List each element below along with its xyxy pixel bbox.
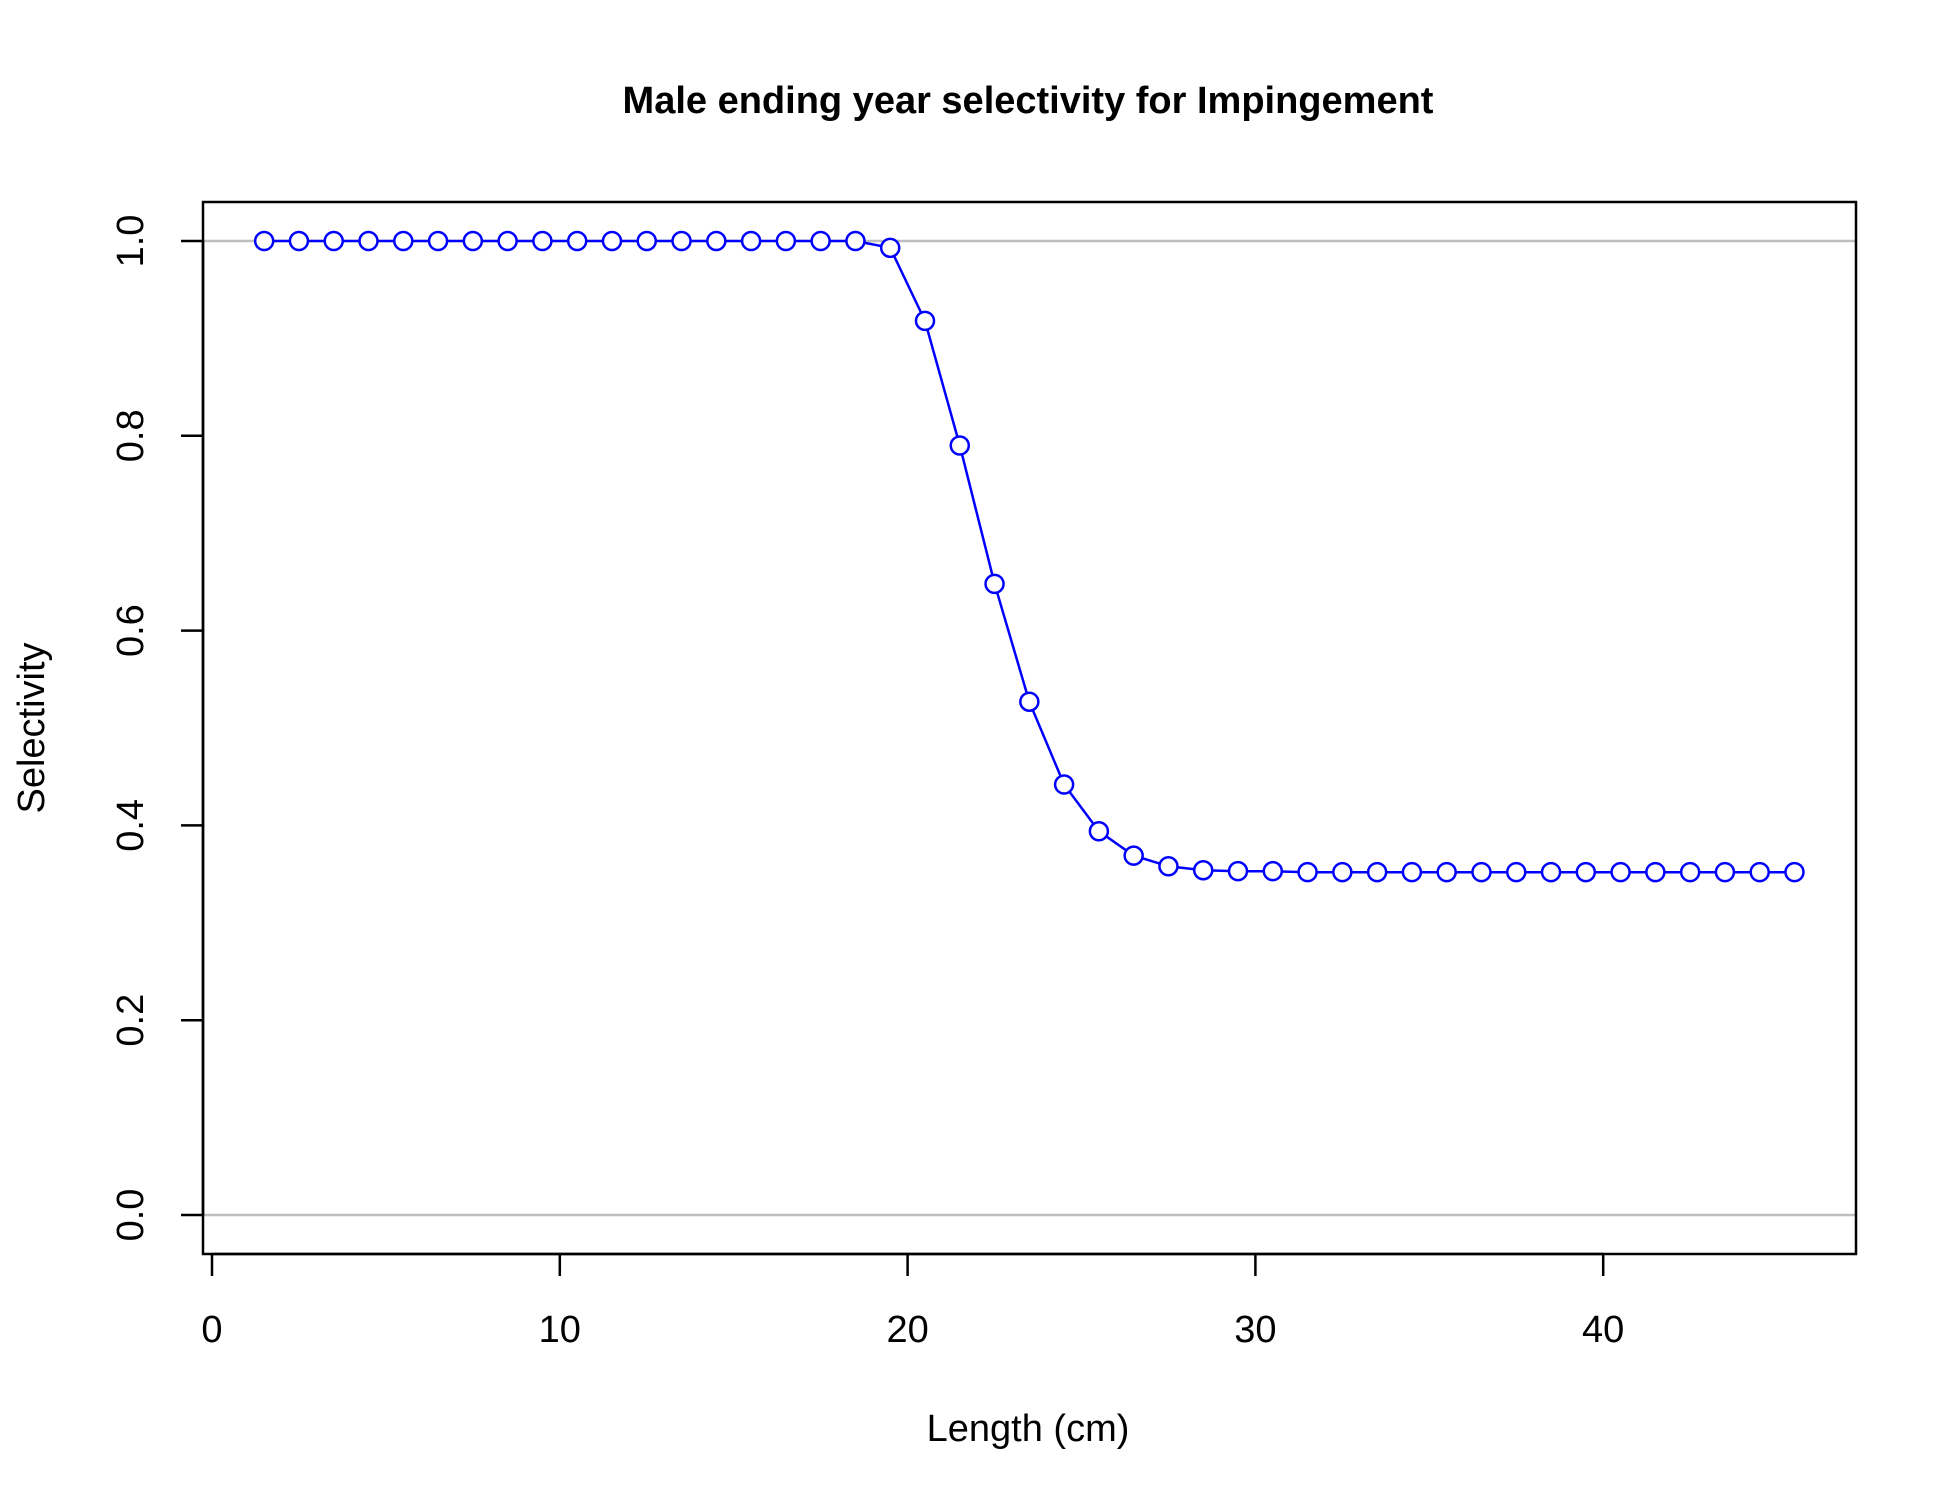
data-point — [914, 310, 936, 332]
data-point — [393, 230, 414, 252]
y-tick-label-1: 0.2 — [110, 994, 152, 1047]
data-point — [1575, 861, 1597, 883]
data-point — [775, 230, 797, 252]
series-line — [264, 239, 1795, 874]
data-point — [1679, 861, 1701, 883]
data-point — [1645, 861, 1666, 883]
data-point — [462, 230, 484, 252]
data-point — [1366, 861, 1388, 883]
data-point — [1540, 861, 1562, 883]
data-point — [1784, 861, 1805, 883]
reference-lines — [203, 239, 1856, 1217]
data-point — [740, 230, 762, 252]
data-point — [1332, 861, 1353, 883]
data-point — [253, 230, 275, 252]
data-point — [288, 230, 310, 252]
x-tick-label-4: 40 — [1582, 1309, 1624, 1351]
data-point — [1123, 845, 1144, 866]
data-point — [1297, 861, 1318, 883]
data-point — [671, 230, 692, 252]
data-point — [1053, 774, 1075, 795]
x-tick-label-1: 10 — [539, 1309, 581, 1351]
y-tick-label-5: 1.0 — [110, 215, 152, 268]
data-point — [845, 230, 866, 252]
data-point — [1401, 861, 1423, 883]
data-point — [532, 230, 553, 252]
y-axis: 0.0 0.2 0.4 0.6 0.8 1.0 — [110, 215, 205, 1242]
data-point — [1158, 856, 1179, 877]
data-point — [810, 230, 831, 252]
y-tick-label-2: 0.4 — [110, 799, 152, 852]
data-point — [427, 230, 449, 252]
y-tick-label-4: 0.8 — [110, 409, 152, 462]
data-point — [1436, 861, 1457, 883]
y-tick-label-3: 0.6 — [110, 604, 152, 657]
data-point — [984, 573, 1005, 595]
x-axis-label: Length (cm) — [927, 1408, 1130, 1450]
data-point — [1262, 860, 1284, 882]
data-point — [1192, 859, 1214, 881]
y-axis-label: Selectivity — [11, 642, 53, 813]
data-point — [706, 230, 727, 252]
data-point — [1088, 820, 1110, 842]
series-selectivity — [253, 230, 1805, 883]
data-point — [601, 230, 623, 252]
data-point — [1610, 861, 1631, 883]
plot-frame — [201, 200, 1858, 1256]
data-point — [1227, 860, 1249, 882]
data-point — [566, 230, 588, 252]
y-tick-label-0: 0.0 — [110, 1189, 152, 1242]
data-point — [1019, 691, 1040, 712]
x-axis: 0 10 20 30 40 — [201, 1252, 1624, 1351]
data-point — [949, 435, 971, 456]
x-tick-label-3: 30 — [1234, 1309, 1276, 1351]
data-point — [323, 230, 344, 252]
data-point — [497, 230, 518, 252]
data-point — [636, 230, 657, 252]
data-point — [1749, 861, 1770, 883]
x-tick-label-2: 20 — [886, 1309, 928, 1351]
x-tick-label-0: 0 — [201, 1309, 222, 1351]
chart-title: Male ending year selectivity for Impinge… — [623, 80, 1434, 122]
data-point — [1471, 861, 1492, 883]
data-point — [879, 237, 901, 259]
data-point — [1506, 861, 1527, 883]
data-point — [1714, 861, 1736, 883]
data-point — [358, 230, 379, 252]
